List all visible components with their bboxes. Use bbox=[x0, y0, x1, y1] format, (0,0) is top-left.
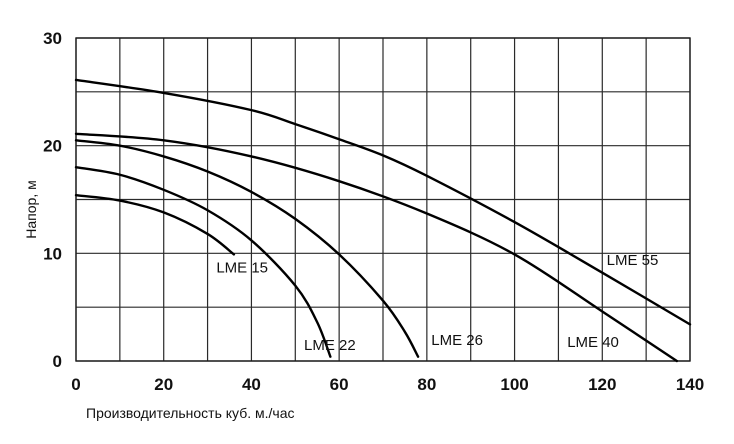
series-line-lme-26 bbox=[74, 139, 420, 358]
x-tick-label: 20 bbox=[154, 375, 173, 394]
plot-frame bbox=[75, 37, 691, 362]
x-tick-label: 60 bbox=[330, 375, 349, 394]
y-tick-label: 30 bbox=[43, 29, 62, 48]
series-line-lme-40 bbox=[74, 132, 679, 363]
y-tick-label: 10 bbox=[43, 244, 62, 263]
x-tick-label: 100 bbox=[500, 375, 528, 394]
x-axis-title: Производительность куб. м./час bbox=[86, 405, 295, 421]
series-label-lme-55: LME 55 bbox=[607, 252, 659, 269]
y-tick-label: 0 bbox=[53, 352, 62, 371]
series-label-lme-15: LME 15 bbox=[216, 260, 268, 277]
series-line-lme-15 bbox=[74, 193, 236, 256]
series-group: LME 15 LME 22 LME 26 LME 40 LME 55 bbox=[74, 78, 692, 363]
x-tick-label: 140 bbox=[676, 375, 704, 394]
grid bbox=[75, 37, 691, 362]
series-label-lme-22: LME 22 bbox=[304, 337, 356, 354]
series-line-lme-55 bbox=[74, 78, 692, 326]
x-tick-label: 120 bbox=[588, 375, 616, 394]
x-tick-label: 40 bbox=[242, 375, 261, 394]
series-label-lme-26: LME 26 bbox=[431, 332, 483, 349]
series-label-lme-40: LME 40 bbox=[567, 334, 619, 351]
tick-labels: 0 20 40 60 80 100 120 140 0 10 20 30 bbox=[43, 29, 704, 394]
y-tick-label: 20 bbox=[43, 137, 62, 156]
x-tick-label: 80 bbox=[417, 375, 436, 394]
y-axis-title: Напор, м bbox=[23, 180, 39, 238]
x-tick-label: 0 bbox=[71, 375, 80, 394]
series-line-lme-22 bbox=[74, 166, 332, 358]
